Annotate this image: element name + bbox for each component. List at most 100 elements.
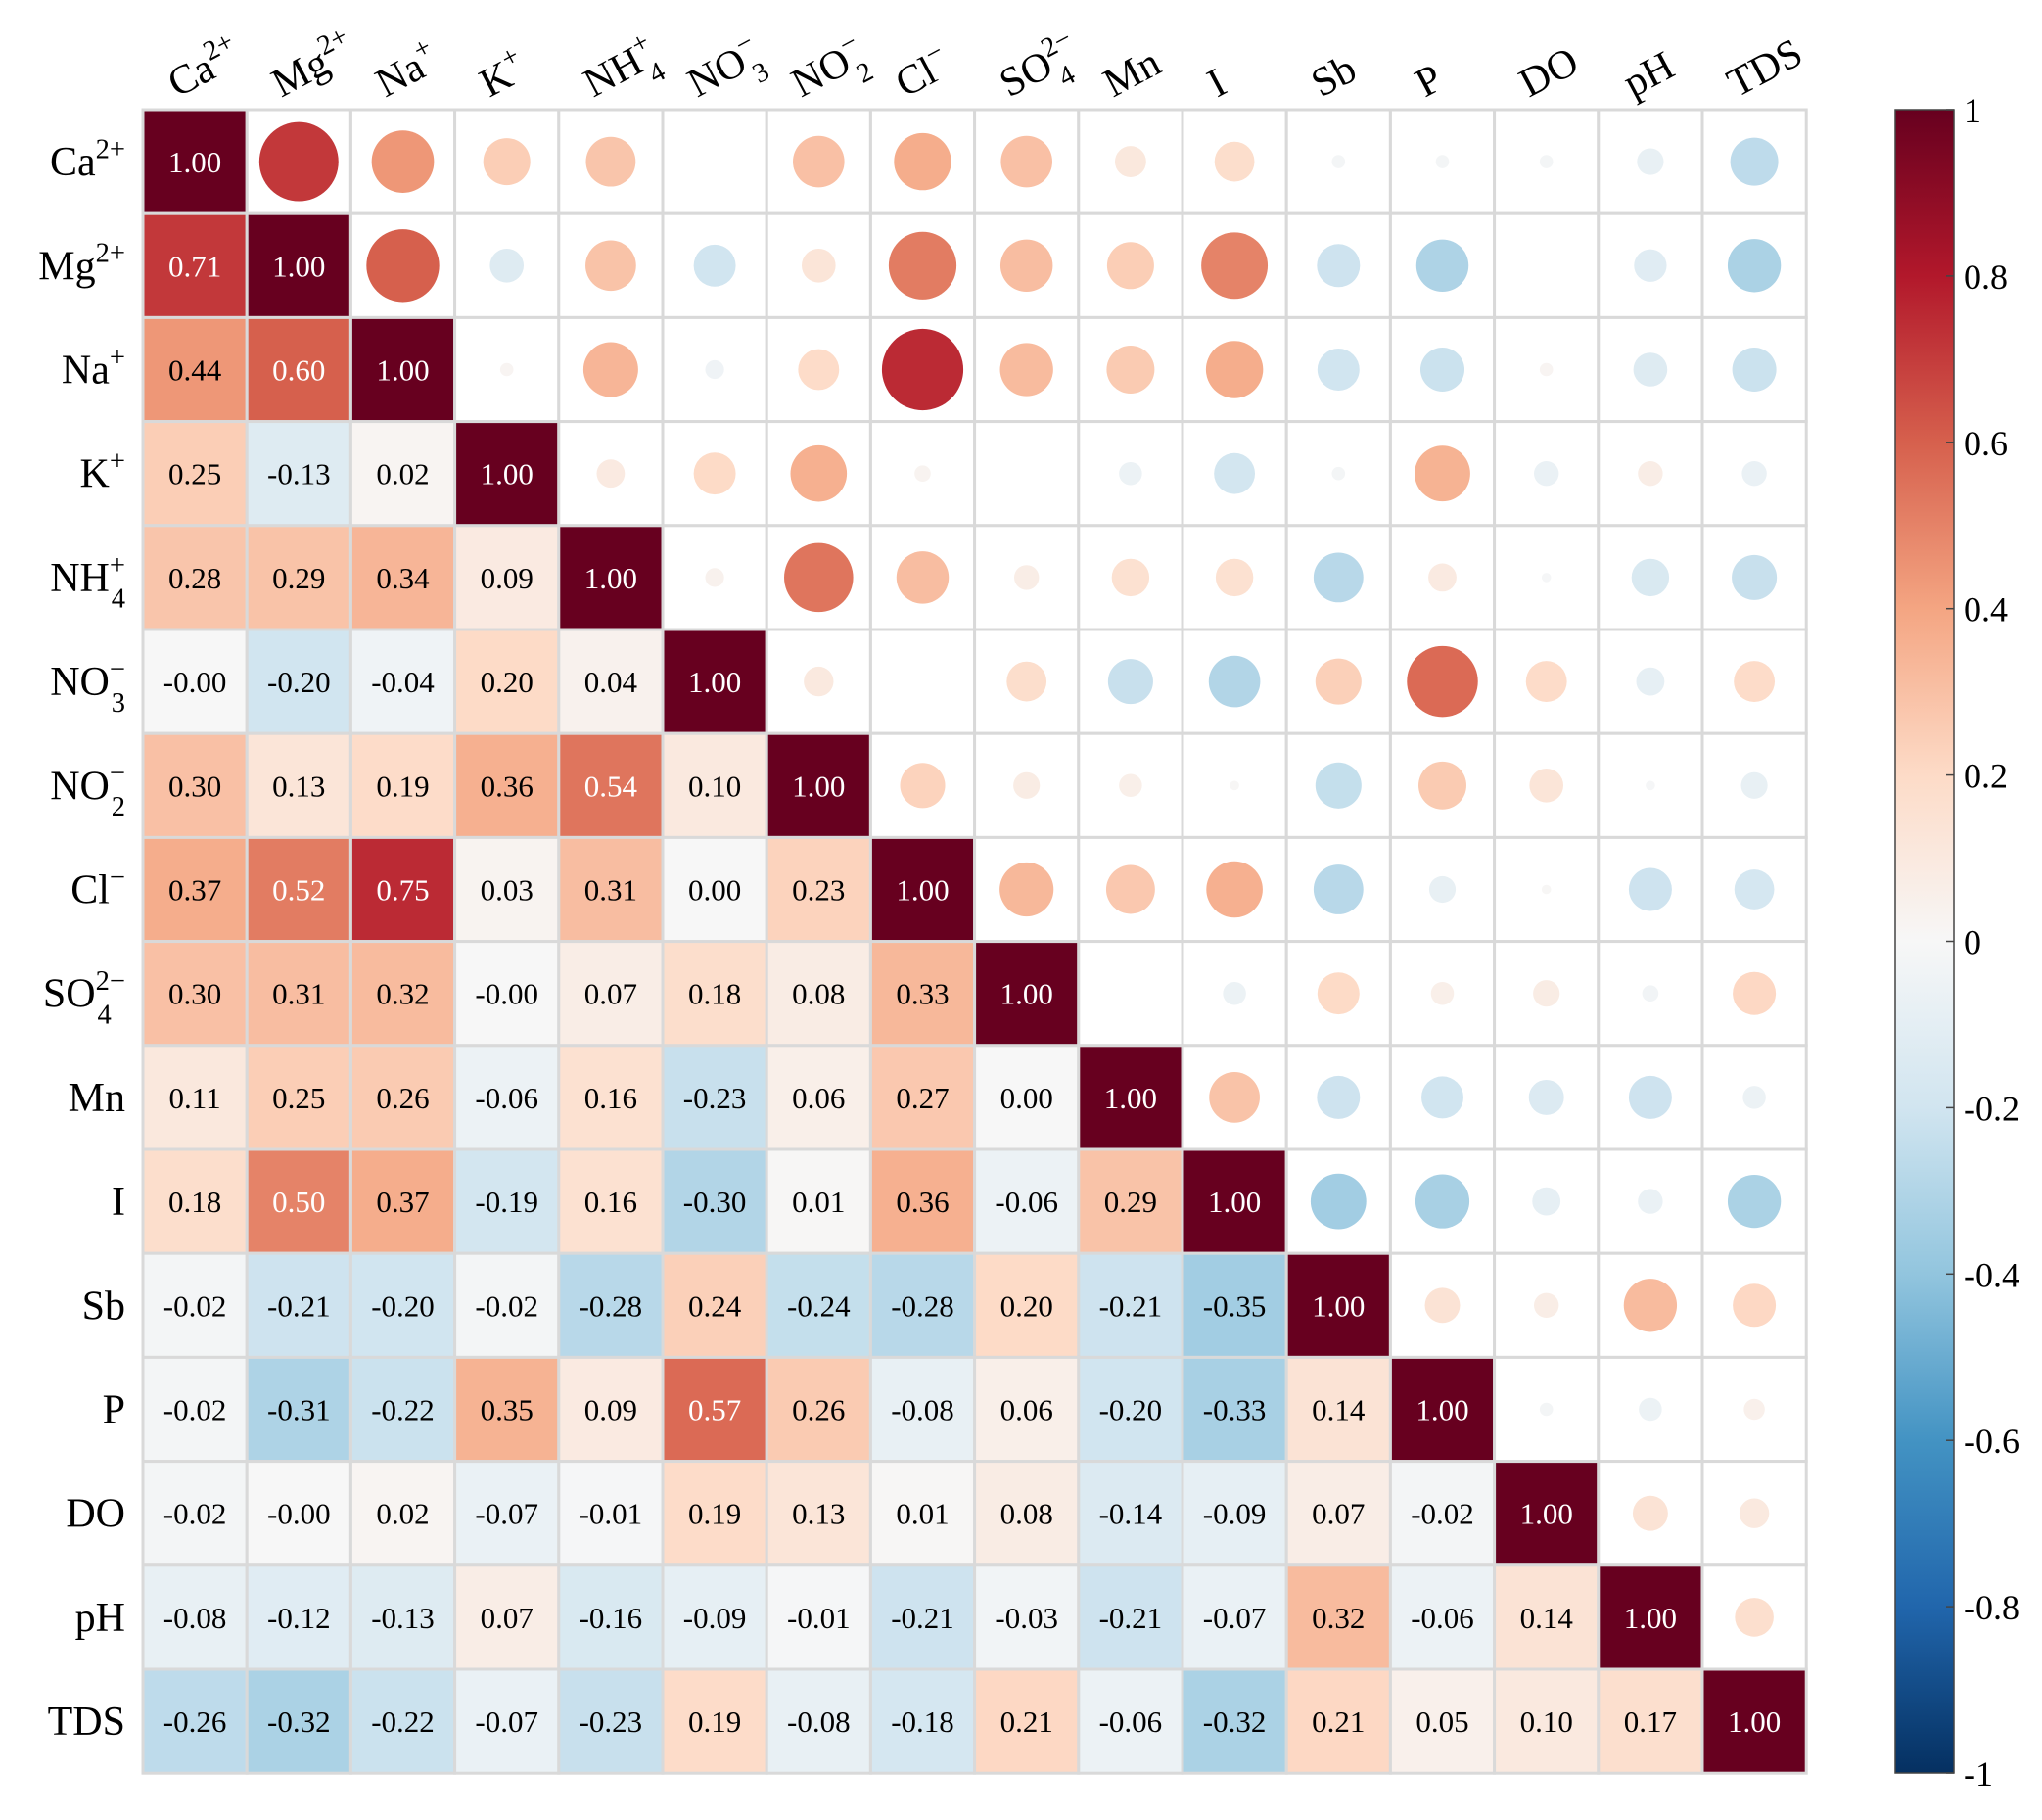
cell-value-11-2: -0.20 bbox=[371, 1288, 435, 1323]
cell-value-9-3: -0.06 bbox=[475, 1081, 538, 1115]
cell-value-5-5: 1.00 bbox=[688, 665, 741, 699]
circle-5-12 bbox=[1407, 645, 1478, 718]
cell-value-15-10: -0.32 bbox=[1203, 1704, 1267, 1739]
cell-12-6 bbox=[765, 1355, 872, 1464]
circle-9-12 bbox=[1421, 1076, 1463, 1119]
cell-value-9-5: -0.23 bbox=[683, 1081, 747, 1115]
circle-7-15 bbox=[1734, 869, 1775, 910]
cell-12-11 bbox=[1284, 1355, 1392, 1464]
circle-3-12 bbox=[1415, 445, 1470, 502]
circle-6-10 bbox=[1230, 780, 1239, 791]
circle-5-15 bbox=[1734, 661, 1776, 703]
cell-value-12-7: -0.08 bbox=[891, 1393, 954, 1427]
circle-7-14 bbox=[1628, 867, 1672, 911]
cell-value-3-2: 0.02 bbox=[376, 457, 429, 491]
row-label-NH4+: NH+ 4 bbox=[50, 550, 125, 614]
cell-value-11-9: -0.21 bbox=[1099, 1288, 1163, 1323]
circle-0-7 bbox=[894, 132, 951, 191]
circle-7-8 bbox=[999, 862, 1054, 917]
cell-value-13-10: -0.09 bbox=[1203, 1497, 1267, 1531]
circle-0-11 bbox=[1331, 155, 1346, 168]
colorbar-tick-label-4: 0.2 bbox=[1964, 757, 2008, 796]
cell-5-4 bbox=[557, 628, 665, 735]
cell-2-0 bbox=[141, 315, 249, 424]
circle-3-6 bbox=[790, 444, 848, 502]
cell-value-7-0: 0.37 bbox=[168, 873, 221, 908]
circle-8-10 bbox=[1223, 981, 1246, 1005]
cell-value-9-4: 0.16 bbox=[584, 1081, 637, 1115]
cell-value-11-6: -0.24 bbox=[787, 1288, 851, 1323]
row-label-Sb: Sb bbox=[82, 1283, 125, 1329]
cell-3-3 bbox=[453, 420, 561, 528]
cell-value-10-9: 0.29 bbox=[1104, 1185, 1157, 1219]
cell-value-6-1: 0.13 bbox=[272, 769, 325, 803]
cell-value-4-4: 1.00 bbox=[584, 561, 637, 595]
circle-3-5 bbox=[693, 452, 736, 495]
col-label-I: I bbox=[1200, 61, 1233, 107]
colorbar-gradient bbox=[1894, 109, 1955, 1774]
cell-value-9-0: 0.11 bbox=[169, 1081, 221, 1115]
cell-value-13-12: -0.02 bbox=[1411, 1497, 1474, 1531]
circle-13-14 bbox=[1632, 1495, 1668, 1531]
cell-11-9 bbox=[1077, 1251, 1184, 1359]
cell-value-15-4: -0.23 bbox=[580, 1704, 643, 1739]
cell-9-9 bbox=[1077, 1044, 1184, 1151]
cell-value-7-3: 0.03 bbox=[481, 873, 534, 908]
cell-13-12 bbox=[1388, 1460, 1497, 1567]
cell-value-4-2: 0.34 bbox=[376, 561, 430, 595]
colorbar-tick-label-5: 0 bbox=[1964, 923, 1981, 962]
circle-4-12 bbox=[1428, 563, 1457, 592]
cell-value-7-1: 0.52 bbox=[272, 873, 325, 908]
cell-5-7 bbox=[868, 628, 977, 735]
circle-3-14 bbox=[1638, 461, 1663, 487]
cell-15-10 bbox=[1181, 1667, 1288, 1775]
cell-14-12 bbox=[1388, 1563, 1497, 1671]
cell-value-13-1: -0.00 bbox=[267, 1497, 331, 1531]
cell-9-2 bbox=[348, 1044, 457, 1151]
cell-9-3 bbox=[453, 1044, 561, 1151]
circle-3-11 bbox=[1331, 466, 1346, 481]
cell-value-12-0: -0.02 bbox=[163, 1393, 227, 1427]
circle-6-11 bbox=[1315, 762, 1362, 809]
cell-3-8 bbox=[973, 420, 1081, 528]
cell-value-13-11: 0.07 bbox=[1312, 1497, 1365, 1531]
cell-value-13-4: -0.01 bbox=[580, 1497, 643, 1531]
cell-value-12-1: -0.31 bbox=[267, 1393, 331, 1427]
cell-value-15-3: -0.07 bbox=[475, 1704, 538, 1739]
cell-7-6 bbox=[765, 835, 872, 944]
circle-2-6 bbox=[798, 349, 840, 391]
circle-0-10 bbox=[1214, 141, 1255, 182]
cell-value-14-4: -0.16 bbox=[580, 1601, 643, 1635]
cell-9-8 bbox=[973, 1044, 1081, 1151]
circle-11-15 bbox=[1733, 1283, 1777, 1328]
circle-6-7 bbox=[900, 763, 946, 809]
column-labels: Ca2+ Mg2+Na+ K+ NH+4 NO−3 NO−2 Cl− SO2−4 Mn I Sb P D… bbox=[161, 22, 1810, 118]
colorbar-tick-label-1: 0.8 bbox=[1964, 257, 2008, 297]
col-label-NO3-: NO−3 bbox=[678, 26, 775, 118]
cell-value-15-14: 0.17 bbox=[1624, 1704, 1677, 1739]
cell-9-11 bbox=[1284, 1044, 1392, 1151]
cell-value-8-6: 0.08 bbox=[792, 977, 845, 1011]
circle-1-5 bbox=[693, 244, 736, 287]
circle-13-15 bbox=[1739, 1498, 1770, 1528]
cell-3-1 bbox=[245, 420, 352, 528]
cell-3-2 bbox=[348, 420, 457, 528]
cell-value-14-8: -0.03 bbox=[995, 1601, 1058, 1635]
circle-8-12 bbox=[1430, 981, 1455, 1005]
cell-1-15 bbox=[1700, 211, 1808, 319]
row-label-Mg2+: Mg2+ bbox=[38, 239, 125, 290]
circle-3-13 bbox=[1534, 461, 1559, 487]
circle-2-3 bbox=[499, 362, 514, 377]
cell-12-9 bbox=[1077, 1355, 1184, 1464]
cell-12-7 bbox=[868, 1355, 977, 1464]
circle-7-11 bbox=[1313, 864, 1364, 914]
cell-value-8-4: 0.07 bbox=[584, 977, 637, 1011]
circle-8-15 bbox=[1733, 971, 1777, 1015]
colorbar: 1 0.8 0.6 0.4 0.2 0 -0.2 -0.4 -0.6 -0.8 -1 bbox=[1894, 91, 2019, 1794]
cell-5-1 bbox=[245, 628, 352, 735]
cell-14-7 bbox=[868, 1563, 977, 1671]
circle-14-15 bbox=[1735, 1598, 1774, 1637]
cell-value-12-9: -0.20 bbox=[1099, 1393, 1163, 1427]
cell-value-4-3: 0.09 bbox=[481, 561, 534, 595]
cell-value-5-3: 0.20 bbox=[481, 665, 534, 699]
